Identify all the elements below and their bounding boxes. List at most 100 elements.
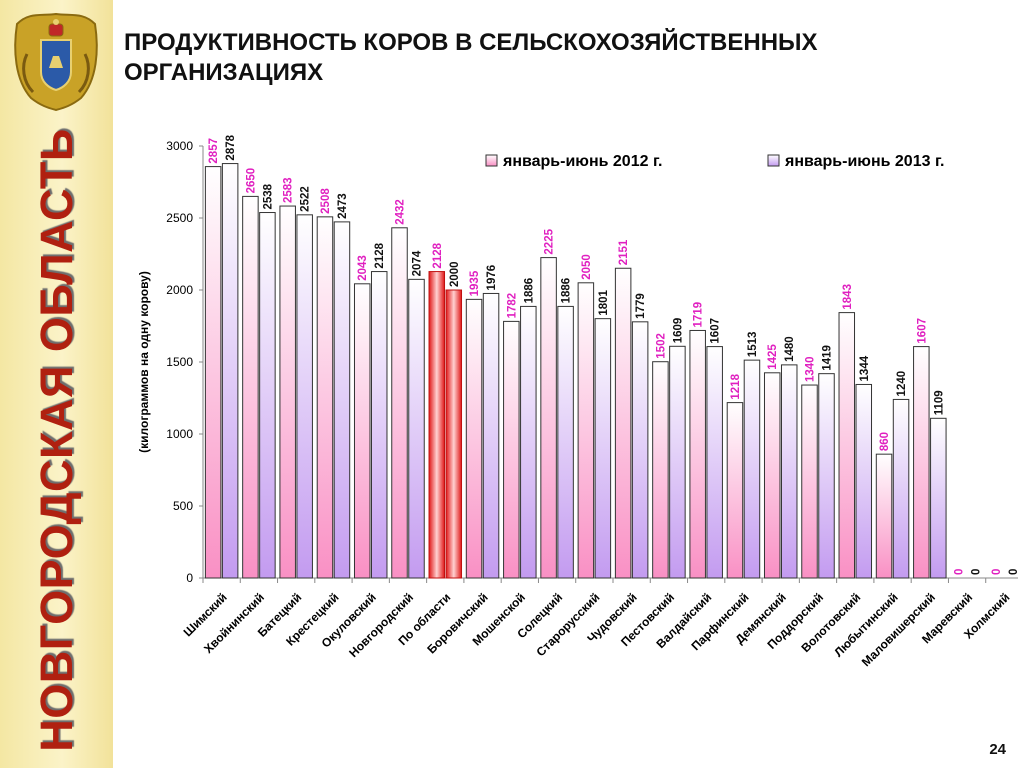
data-label: 0 <box>991 569 1003 575</box>
bar-2012 <box>465 298 483 579</box>
legend-label-2013: январь-июнь 2013 г. <box>784 153 944 170</box>
bar-2012 <box>391 227 408 579</box>
bar-2013 <box>221 163 239 579</box>
data-label: 2225 <box>544 228 556 254</box>
data-label: 2074 <box>412 250 424 276</box>
sidebar: НОВГОРОДСКАЯ ОБЛАСТЬ <box>0 0 113 768</box>
bar-2012 <box>614 267 632 579</box>
bar-2013 <box>594 318 612 579</box>
data-label: 1218 <box>730 373 742 399</box>
data-label: 2151 <box>618 239 630 265</box>
y-tick-label: 1500 <box>166 355 193 369</box>
data-label: 2522 <box>300 186 312 212</box>
legend-swatch-2013 <box>767 154 780 167</box>
bar-2013 <box>333 221 351 579</box>
bar-2012 <box>503 320 520 579</box>
slide-title: ПРОДУКТИВНОСТЬ КОРОВ В СЕЛЬСКОХОЗЯЙСТВЕН… <box>124 29 818 86</box>
bar-2012 <box>801 384 818 579</box>
bar-2013 <box>855 383 873 579</box>
bar-2013 <box>631 321 649 579</box>
data-label: 1719 <box>693 302 705 328</box>
bar-2013 <box>296 214 313 579</box>
data-label: 2000 <box>449 261 461 287</box>
bar-2012 <box>838 312 856 579</box>
data-label: 1502 <box>655 333 667 359</box>
y-tick-label: 2500 <box>166 211 193 225</box>
bar-2012 <box>204 166 222 579</box>
y-tick-label: 1000 <box>166 427 193 441</box>
bar-2012 <box>726 402 744 579</box>
data-label: 1607 <box>916 318 928 344</box>
bar-2012 <box>242 195 259 579</box>
bar-2012 <box>540 257 557 579</box>
bar-2012 <box>652 361 669 579</box>
data-label: 2432 <box>395 199 407 225</box>
bar-2013 <box>669 345 686 579</box>
data-label: 2128 <box>432 242 444 268</box>
region-vertical-title: НОВГОРОДСКАЯ ОБЛАСТЬ <box>31 128 82 752</box>
data-label: 1340 <box>805 356 817 382</box>
bar-2013 <box>482 292 500 579</box>
data-label: 1886 <box>523 278 535 304</box>
data-label: 1425 <box>767 344 779 370</box>
y-tick-label: 500 <box>173 499 193 513</box>
bar-2012 <box>763 372 781 579</box>
data-label: 2857 <box>208 138 220 164</box>
page-number: 24 <box>989 741 1006 758</box>
data-label: 1886 <box>561 278 573 304</box>
legend-label-2012: январь-июнь 2012 г. <box>502 153 662 170</box>
data-label: 1344 <box>859 355 871 381</box>
bar-2013 <box>408 278 425 579</box>
bar-2013 <box>445 289 463 579</box>
bar-2013 <box>520 305 537 579</box>
bar-2013 <box>780 364 798 579</box>
data-label: 2538 <box>262 183 274 209</box>
bar-2012 <box>316 216 334 579</box>
data-label: 1240 <box>896 371 908 397</box>
data-label: 2473 <box>337 193 349 219</box>
bar-chart: 0 500 1000 1500 2000 2500 3000 (килограммов на … <box>137 134 1018 669</box>
bar-2012 <box>875 453 893 579</box>
bar-2013 <box>557 305 574 579</box>
bar-2013 <box>259 212 276 579</box>
data-label: 0 <box>954 569 966 575</box>
bar-2013 <box>743 359 761 579</box>
y-tick-label: 2000 <box>166 283 193 297</box>
data-label: 860 <box>879 432 891 451</box>
data-label: 2878 <box>225 134 237 160</box>
data-label: 1109 <box>933 390 945 415</box>
data-label: 1976 <box>486 265 498 291</box>
data-label: 1419 <box>822 345 834 371</box>
bar-2013 <box>370 271 388 579</box>
data-label: 0 <box>1008 569 1018 575</box>
y-tick-label: 0 <box>186 571 193 585</box>
bar-2013 <box>892 398 910 579</box>
category-label: Новгородский <box>346 590 416 660</box>
data-label: 1609 <box>672 318 684 344</box>
data-label: 2583 <box>283 177 295 203</box>
data-label: 2050 <box>581 254 593 280</box>
data-label: 1513 <box>747 332 759 358</box>
y-axis-label: (килограммов на одну корову) <box>137 271 151 453</box>
data-label: 2650 <box>245 168 257 194</box>
bar-2012 <box>428 271 446 579</box>
bar-2013 <box>706 346 723 579</box>
data-label: 2128 <box>374 242 386 268</box>
bar-2012 <box>689 329 706 579</box>
data-label: 2508 <box>320 188 332 214</box>
data-label: 1843 <box>842 284 854 310</box>
data-label: 1801 <box>598 289 610 315</box>
data-label: 1782 <box>506 293 518 319</box>
bar-2012 <box>279 205 296 579</box>
data-label: 1607 <box>710 318 722 344</box>
data-label: 1935 <box>469 270 481 296</box>
bar-2013 <box>818 373 835 579</box>
data-label: 2043 <box>357 255 369 281</box>
data-label: 1480 <box>784 336 796 362</box>
coat-of-arms-emblem <box>14 12 98 112</box>
data-label: 1779 <box>635 293 647 319</box>
bar-2013 <box>930 417 947 579</box>
y-tick-label: 3000 <box>166 139 193 153</box>
legend-swatch-2012 <box>485 154 498 167</box>
bar-2012 <box>577 282 595 579</box>
